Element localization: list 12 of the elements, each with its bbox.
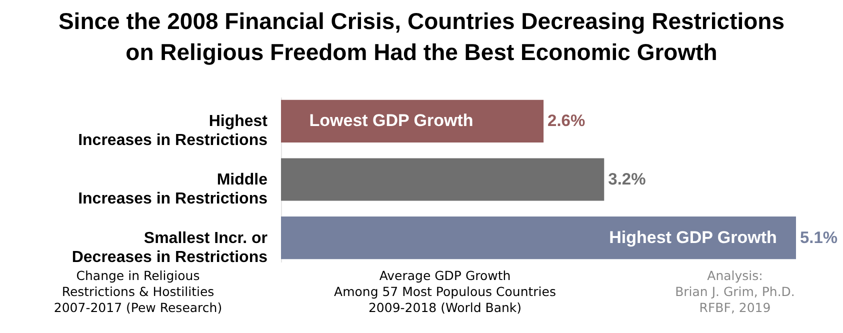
data-label: 3.2% xyxy=(608,170,646,188)
text: Average GDP Growth Among 57 Most Populous Countries 2009-2018 (World Bank) xyxy=(333,268,557,316)
annotation: Lowest GDP Growth xyxy=(309,111,474,130)
annotation: Highest GDP Growth xyxy=(609,228,777,247)
y-tick-label: Middle Increases in Restrictions xyxy=(78,172,268,208)
y-tick-label: Smallest Incr. or Decreases in Restrictions xyxy=(72,230,268,266)
data-label: 2.6% xyxy=(548,112,586,130)
text: Change in Religious Restrictions & Hostilities 2007-2017 (Pew Research) xyxy=(52,268,224,316)
data-label: 5.1% xyxy=(800,228,838,247)
y-tick-label: Highest Increases in Restrictions xyxy=(78,113,268,150)
text: Analysis: Brian J. Grim, Ph.D. RFBF, 2019 xyxy=(674,268,796,316)
chart-title: Since the 2008 Financial Crisis, Countries Decreasing Restrictions on Religious Freedom Had the Best Economic Growth xyxy=(57,7,786,67)
